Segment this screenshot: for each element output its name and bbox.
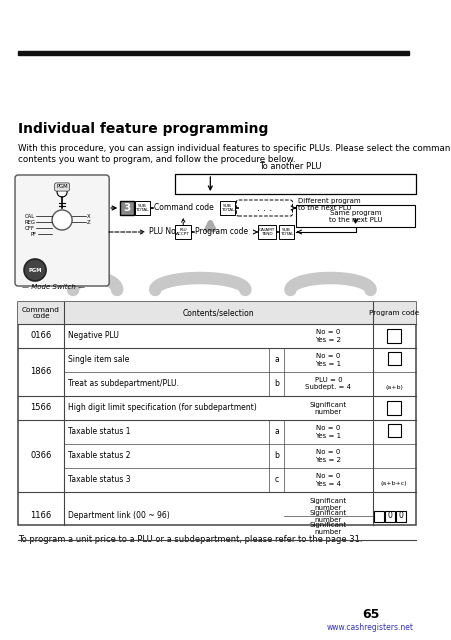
Text: No = 0
Yes = 4: No = 0 Yes = 4 xyxy=(315,474,341,486)
Text: No = 0
Yes = 1: No = 0 Yes = 1 xyxy=(315,353,341,367)
Bar xyxy=(395,511,405,522)
Text: Z: Z xyxy=(87,220,91,225)
Text: 0166: 0166 xyxy=(30,332,51,340)
Text: Taxable status 3: Taxable status 3 xyxy=(68,476,130,484)
Text: SUB
TOTAL: SUB TOTAL xyxy=(135,204,149,212)
Circle shape xyxy=(24,259,46,281)
Text: b: b xyxy=(274,380,279,388)
Text: Taxable status 2: Taxable status 2 xyxy=(68,451,130,461)
Text: Significant
number: Significant number xyxy=(309,522,346,534)
Text: Significant
number: Significant number xyxy=(309,497,346,511)
Text: X: X xyxy=(87,214,91,218)
Text: No = 0
Yes = 1: No = 0 Yes = 1 xyxy=(315,426,341,438)
Text: 3: 3 xyxy=(123,203,130,213)
Text: Command code: Command code xyxy=(154,204,213,212)
Text: PGM: PGM xyxy=(56,184,68,189)
Text: (a+b): (a+b) xyxy=(384,385,402,390)
Bar xyxy=(387,401,400,415)
Bar xyxy=(387,424,400,437)
Text: www.cashregisters.net: www.cashregisters.net xyxy=(327,623,413,632)
Bar xyxy=(18,302,414,525)
Text: REG: REG xyxy=(24,220,35,225)
Text: SUB
TOTAL: SUB TOTAL xyxy=(279,228,293,236)
Text: Program code: Program code xyxy=(195,227,248,237)
Text: (a+b+c): (a+b+c) xyxy=(380,481,406,486)
Text: 0: 0 xyxy=(398,511,403,520)
Bar xyxy=(373,511,383,522)
Text: High digit limit specification (for subdepartment): High digit limit specification (for subd… xyxy=(68,403,256,413)
Text: PLU = 0
Subdept. = 4: PLU = 0 Subdept. = 4 xyxy=(305,378,351,390)
Text: 1166: 1166 xyxy=(30,511,51,520)
Text: Different program
to the next PLU: Different program to the next PLU xyxy=(298,198,360,211)
Text: a: a xyxy=(274,428,279,436)
Bar xyxy=(258,225,276,239)
Bar xyxy=(135,201,150,215)
Bar xyxy=(220,201,235,215)
Text: 1566: 1566 xyxy=(30,403,51,413)
Text: Significant
number: Significant number xyxy=(309,509,346,522)
Bar xyxy=(279,225,294,239)
Bar xyxy=(18,51,408,55)
Text: Department link (00 ~ 96): Department link (00 ~ 96) xyxy=(68,511,170,520)
Text: With this procedure, you can assign individual features to specific PLUs. Please: With this procedure, you can assign indi… xyxy=(18,144,451,153)
Circle shape xyxy=(57,187,67,197)
Text: Treat as subdepartment/PLU.: Treat as subdepartment/PLU. xyxy=(68,380,179,388)
Text: 0: 0 xyxy=(387,511,391,520)
Text: 1866: 1866 xyxy=(30,367,51,376)
Text: Command
code: Command code xyxy=(22,307,60,319)
Bar xyxy=(120,201,134,215)
Text: To another PLU: To another PLU xyxy=(258,162,321,171)
Text: a: a xyxy=(274,355,279,365)
Text: Individual feature programming: Individual feature programming xyxy=(18,122,268,136)
Text: Single item sale: Single item sale xyxy=(68,355,129,365)
Text: . . .: . . . xyxy=(256,203,272,213)
Text: Same program
to the next PLU: Same program to the next PLU xyxy=(328,209,382,223)
Bar xyxy=(175,174,414,194)
Text: OFF: OFF xyxy=(25,225,35,230)
Text: contents you want to program, and follow the procedure below.: contents you want to program, and follow… xyxy=(18,155,295,164)
Text: 0366: 0366 xyxy=(30,451,51,461)
Text: Negative PLU: Negative PLU xyxy=(68,332,119,340)
Circle shape xyxy=(52,210,72,230)
Text: PLU
ACCPT: PLU ACCPT xyxy=(176,228,190,236)
Text: Convenient Operations and Setups: Convenient Operations and Setups xyxy=(431,230,442,422)
Text: No = 0
Yes = 2: No = 0 Yes = 2 xyxy=(315,330,341,342)
Bar xyxy=(384,511,394,522)
Text: b: b xyxy=(274,451,279,461)
Text: CAL: CAL xyxy=(25,214,35,218)
Text: PGM: PGM xyxy=(28,268,41,273)
Text: — Mode Switch —: — Mode Switch — xyxy=(22,284,85,290)
Text: Program code: Program code xyxy=(368,310,418,316)
Bar xyxy=(296,205,414,227)
Bar xyxy=(175,225,191,239)
Text: c: c xyxy=(274,476,278,484)
Text: Significant
number: Significant number xyxy=(309,401,346,415)
Text: Contents/selection: Contents/selection xyxy=(182,308,253,317)
Text: CA/AMT
TEND: CA/AMT TEND xyxy=(258,228,275,236)
Text: To program a unit price to a PLU or a subdepartment, please refer to the page 31: To program a unit price to a PLU or a su… xyxy=(18,535,362,544)
Text: PF: PF xyxy=(31,232,37,237)
Text: SUB
TOTAL: SUB TOTAL xyxy=(220,204,234,212)
Text: No = 0
Yes = 2: No = 0 Yes = 2 xyxy=(315,449,341,463)
FancyBboxPatch shape xyxy=(15,175,109,286)
Text: PLU No.: PLU No. xyxy=(149,227,178,237)
Text: Taxable status 1: Taxable status 1 xyxy=(68,428,130,436)
Bar xyxy=(387,352,400,365)
Bar xyxy=(18,302,414,324)
Bar xyxy=(387,330,400,342)
Text: 65: 65 xyxy=(361,609,378,621)
